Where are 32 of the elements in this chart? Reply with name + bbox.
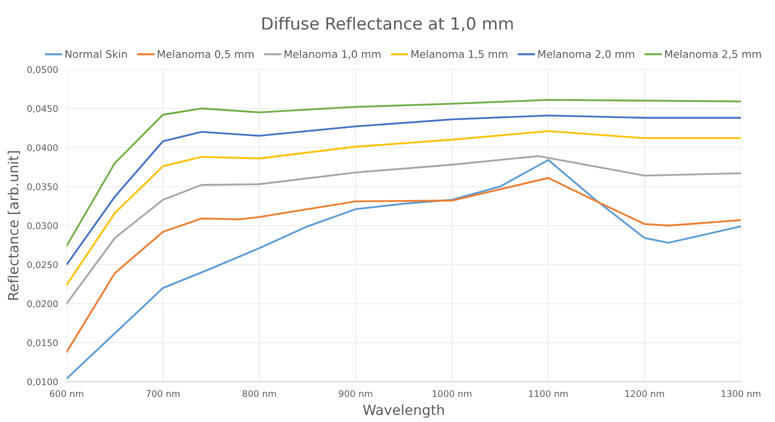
line-series <box>66 177 741 353</box>
y-tick-label: 0,0500 <box>27 66 58 74</box>
y-tick-label: 0,0300 <box>27 222 58 230</box>
x-axis-title: Wavelength <box>363 404 444 418</box>
x-tick-label: 1200 nm <box>625 390 664 398</box>
legend-label: Melanoma 2,0 mm <box>538 50 634 60</box>
legend-label: Melanoma 1,0 mm <box>284 50 380 60</box>
line-series <box>66 130 741 286</box>
legend-label: Melanoma 1,5 mm <box>411 50 508 60</box>
y-tick-label: 0,0200 <box>27 300 58 308</box>
x-tick-label: 1000 nm <box>432 390 472 398</box>
x-tick-label: 1300 nm <box>722 390 760 398</box>
legend-label: Melanoma 0,5 mm <box>158 50 254 60</box>
x-tick-label: 1100 nm <box>529 390 568 398</box>
x-tick-label: 600 nm <box>50 390 84 398</box>
y-tick-label: 0,0450 <box>27 105 58 113</box>
line-series <box>66 159 741 380</box>
y-tick-label: 0,0150 <box>27 339 58 348</box>
legend-label: Normal Skin <box>66 50 127 58</box>
legend-label: Melanoma 2,5 mm <box>665 50 761 60</box>
line-series <box>66 114 741 266</box>
y-tick-label: 0,0350 <box>27 183 58 192</box>
x-tick-label: 900 nm <box>338 390 372 398</box>
line-series <box>66 98 741 247</box>
x-tick-label: 700 nm <box>146 390 180 398</box>
y-tick-label: 0,0400 <box>27 144 58 152</box>
chart-title: Diffuse Reflectance at 1,0 mm <box>262 16 513 32</box>
x-tick-label: 800 nm <box>242 390 276 398</box>
y-tick-label: 0,0100 <box>27 378 58 386</box>
y-tick-label: 0,0250 <box>27 261 58 270</box>
y-axis-title: Reflectance [arb.unit] <box>8 151 20 300</box>
line-series <box>66 155 741 305</box>
